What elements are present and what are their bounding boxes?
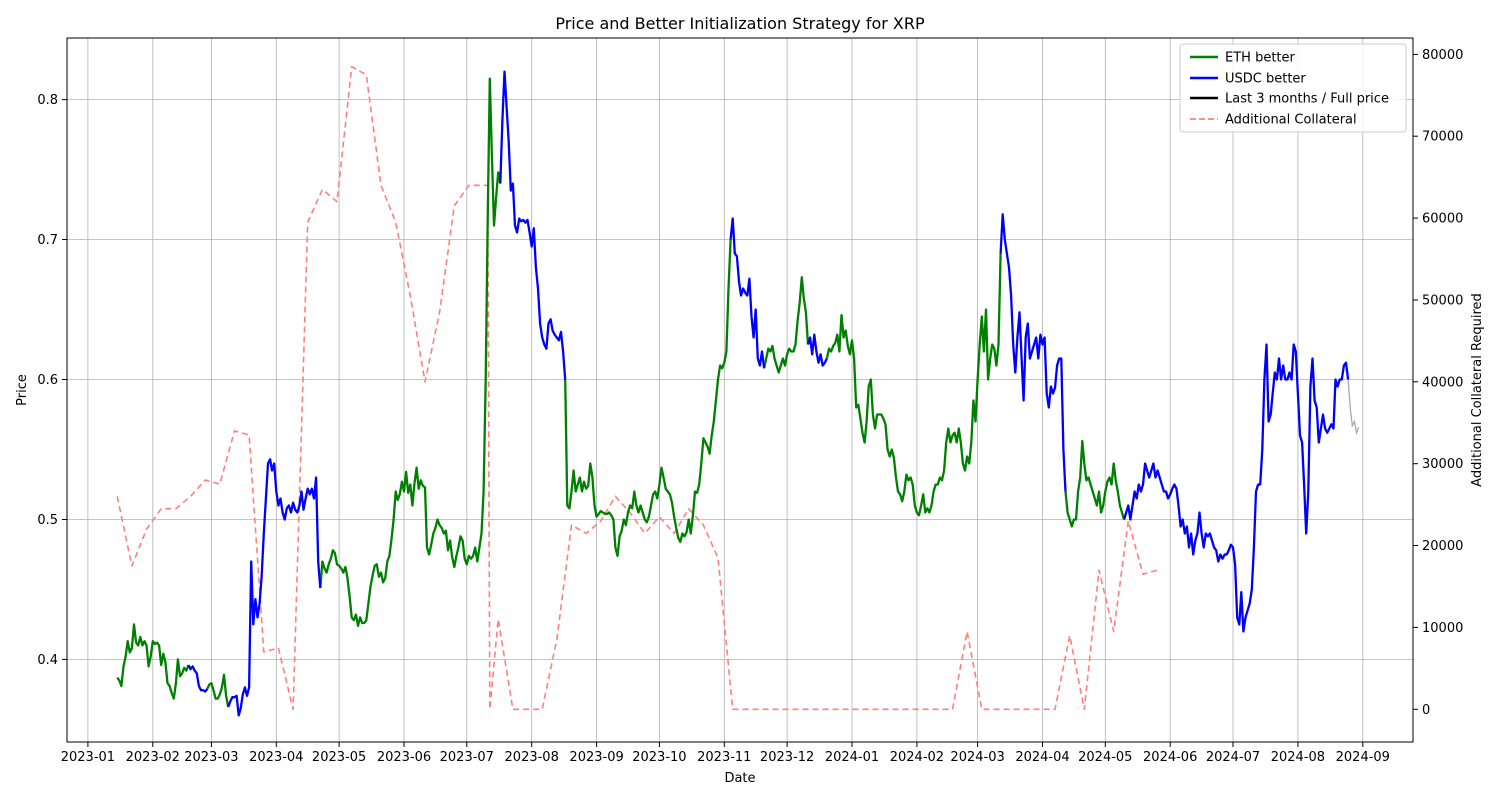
legend-label-usdc-better: USDC better [1225,72,1306,87]
x-tick-label: 2023-04 [249,750,303,765]
x-tick-label: 2023-10 [632,750,686,765]
x-tick-label: 2023-03 [184,750,238,765]
x-tick-label: 2024-08 [1271,750,1325,765]
x-tick-label: 2023-07 [440,750,494,765]
x-tick-label: 2024-03 [950,750,1004,765]
x-tick-label: 2024-09 [1336,750,1390,765]
y-tick-label: 0.4 [37,653,58,668]
series-line-usdc-better [499,70,567,380]
x-tick-label: 2023-02 [126,750,180,765]
x-tick-label: 2023-01 [61,750,115,765]
legend: ETH better USDC better Last 3 months / F… [1179,43,1407,133]
full-price-line [1347,379,1360,436]
series-line-eth-better [762,276,810,374]
x-tick-label: 2024-04 [1015,750,1069,765]
series-line-usdc-better [227,458,322,717]
y2-tick-label: 20000 [1422,539,1463,554]
x-tick-label: 2023-06 [377,750,431,765]
y-axis-label: Price [15,374,30,406]
y-tick-label: 0.8 [37,93,58,108]
legend-box [1179,43,1407,133]
y2-tick-label: 70000 [1422,130,1463,145]
series-line-additional-collateral [116,65,1158,711]
x-tick-label: 2023-09 [569,750,623,765]
series-line-eth-better [1064,439,1126,528]
y2-tick-label: 40000 [1422,375,1463,390]
series-line-eth-better [116,623,190,700]
x-tick-label: 2024-06 [1143,750,1197,765]
series-line-eth-better [319,77,502,627]
x-tick-label: 2024-05 [1078,750,1132,765]
x-tick-label: 2024-07 [1206,750,1260,765]
y2-tick-label: 10000 [1422,621,1463,636]
x-tick-label: 2023-11 [697,750,751,765]
series-line-usdc-better [999,213,1067,492]
plot-series [116,65,1360,717]
x-tick-label: 2023-12 [760,750,814,765]
x-tick-label: 2024-02 [890,750,944,765]
y2-tick-label: 50000 [1422,294,1463,309]
series-line-eth-better [564,239,732,558]
x-tick-label: 2023-08 [505,750,559,765]
y-tick-label: 0.5 [37,513,58,528]
y2-tick-label: 80000 [1422,48,1463,63]
x-tick-label: 2024-01 [825,750,879,765]
y2-tick-label: 60000 [1422,212,1463,227]
legend-label-eth-better: ETH better [1225,51,1296,66]
y-tick-label: 0.6 [37,373,58,388]
series-line-eth-better [206,673,230,708]
legend-label-last-3-months: Last 3 months / Full price [1225,92,1389,107]
series-line-usdc-better [187,664,209,693]
series-line-eth-better [825,253,1002,517]
y2-tick-label: 0 [1422,703,1430,718]
series-line-usdc-better [1122,343,1350,633]
axis-ticks: 2023-01 2023-02 2023-03 2023-04 2023-05 2023-… [37,48,1463,765]
plot-frame [66,37,1414,743]
legend-label-additional-collateral: Additional Collateral [1225,113,1357,128]
series-line-usdc-better [729,217,766,369]
y2-tick-label: 30000 [1422,457,1463,472]
chart-title: Price and Better Initialization Strategy… [555,14,925,33]
x-tick-label: 2023-05 [312,750,366,765]
y2-axis-label: Additional Collateral Required [1470,293,1485,487]
x-axis-label: Date [724,771,755,786]
series-line-usdc-better [806,333,828,367]
y-tick-label: 0.7 [37,233,58,248]
